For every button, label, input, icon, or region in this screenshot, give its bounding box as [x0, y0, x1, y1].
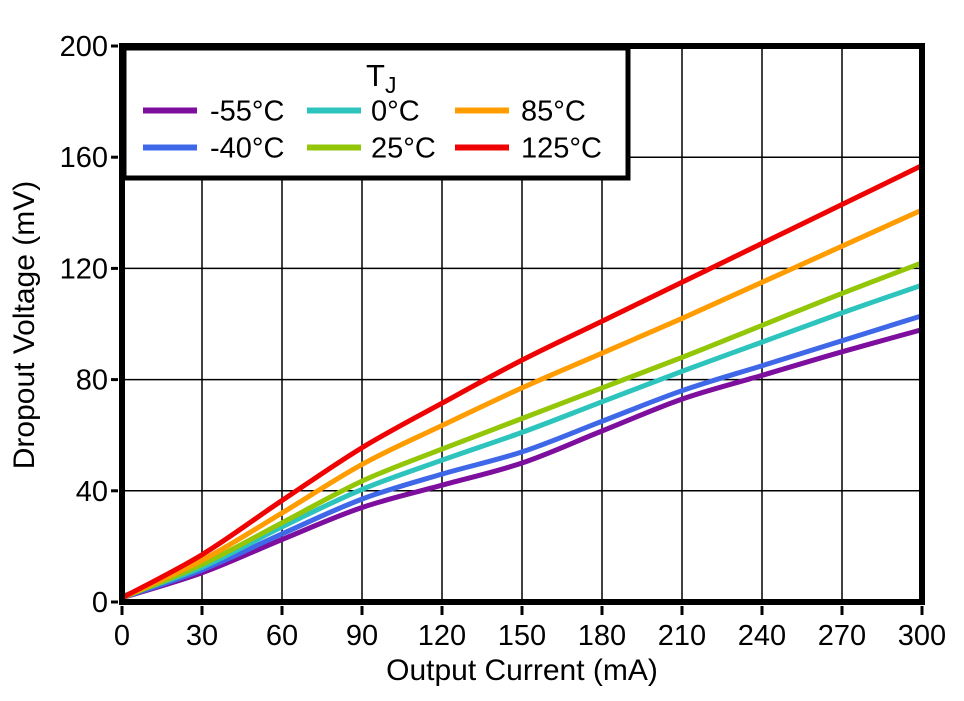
series-line-25C — [119, 260, 925, 601]
series-layer — [119, 163, 925, 601]
series-line--40C — [119, 313, 925, 601]
series-line--55C — [119, 327, 925, 601]
series-line-0C — [119, 282, 925, 599]
y-tick-label: 160 — [60, 142, 108, 174]
x-tick-label: 180 — [578, 620, 626, 652]
x-tick-label: 0 — [114, 620, 130, 652]
x-tick-label: 90 — [346, 620, 378, 652]
legend-label: -40°C — [210, 133, 284, 165]
legend-item: 85°C — [455, 96, 586, 128]
legend-item: 25°C — [307, 133, 436, 165]
legend-item: 125°C — [455, 133, 602, 165]
axis-labels: Output Current (mA) Dropout Voltage (mV) — [8, 181, 658, 687]
x-tick-label: 300 — [898, 620, 946, 652]
x-tick-label: 270 — [818, 620, 866, 652]
axis-ticks: 0 30 60 90 120 150 180 210 240 270 300 0 40 80 120 160 2… — [60, 31, 947, 652]
legend-label: 85°C — [521, 96, 586, 128]
legend-label: 0°C — [371, 96, 420, 128]
y-tick-label: 200 — [60, 31, 108, 63]
x-tick-label: 240 — [738, 620, 786, 652]
y-tick-label: 0 — [92, 587, 108, 619]
x-axis-title: Output Current (mA) — [386, 654, 658, 687]
x-tick-label: 120 — [418, 620, 466, 652]
legend-label: 125°C — [521, 133, 602, 165]
series-line-85C — [119, 207, 925, 601]
x-tick-label: 30 — [186, 620, 218, 652]
legend-item: -40°C — [143, 133, 284, 165]
x-tick-label: 150 — [498, 620, 546, 652]
legend-box — [121, 45, 631, 181]
legend-label: -55°C — [210, 96, 284, 128]
y-tick-label: 40 — [76, 476, 108, 508]
x-tick-label: 60 — [266, 620, 298, 652]
series-line-125C — [119, 163, 925, 601]
y-tick-label: 120 — [60, 253, 108, 285]
y-tick-label: 80 — [76, 365, 108, 397]
x-tick-label: 210 — [658, 620, 706, 652]
legend-label: 25°C — [371, 133, 436, 165]
y-axis-title: Dropout Voltage (mV) — [8, 181, 41, 469]
legend-item: 0°C — [307, 96, 420, 128]
legend-item: -55°C — [143, 96, 284, 128]
